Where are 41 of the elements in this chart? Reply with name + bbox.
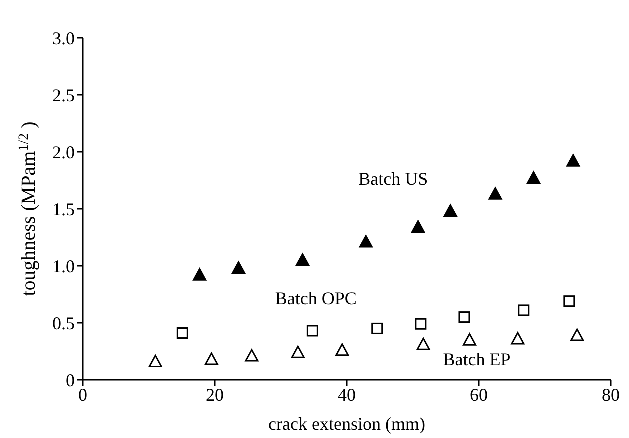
x-tick-label: 20 bbox=[206, 384, 224, 405]
series-label: Batch OPC bbox=[275, 288, 357, 308]
point bbox=[527, 171, 541, 184]
x-tick-label: 60 bbox=[470, 384, 488, 405]
y-tick-label: 1.0 bbox=[52, 256, 75, 276]
y-tick-label: 0 bbox=[66, 370, 75, 390]
y-tick-label: 3.0 bbox=[52, 28, 75, 48]
point bbox=[306, 325, 318, 337]
x-axis-title: crack extension (mm) bbox=[268, 414, 426, 434]
point bbox=[415, 318, 427, 330]
point bbox=[176, 328, 188, 340]
series-label: Batch EP bbox=[443, 350, 511, 370]
point bbox=[193, 268, 207, 281]
point bbox=[291, 346, 305, 358]
point bbox=[444, 204, 458, 218]
point bbox=[458, 312, 470, 324]
point bbox=[336, 344, 350, 356]
point bbox=[566, 154, 580, 167]
y-tick-label: 0.5 bbox=[52, 313, 75, 334]
point bbox=[245, 349, 259, 362]
x-tick-label: 40 bbox=[338, 384, 356, 405]
x-tick-label: 80 bbox=[602, 384, 620, 405]
point bbox=[511, 332, 525, 345]
y-tick-label: 1.5 bbox=[52, 199, 75, 220]
y-tick-label: 2.5 bbox=[52, 85, 75, 106]
point bbox=[359, 235, 373, 248]
point bbox=[296, 254, 310, 266]
x-tick-label: 0 bbox=[78, 384, 88, 405]
point bbox=[148, 355, 162, 368]
point bbox=[204, 352, 218, 366]
point bbox=[488, 187, 502, 200]
point bbox=[232, 262, 246, 274]
point bbox=[416, 338, 430, 350]
point bbox=[564, 296, 576, 308]
point bbox=[463, 333, 477, 346]
point bbox=[518, 304, 530, 316]
point bbox=[412, 220, 426, 233]
series-label: Batch US bbox=[358, 168, 428, 189]
point bbox=[372, 322, 384, 334]
point bbox=[570, 328, 584, 342]
y-tick-label: 2.0 bbox=[52, 142, 75, 162]
